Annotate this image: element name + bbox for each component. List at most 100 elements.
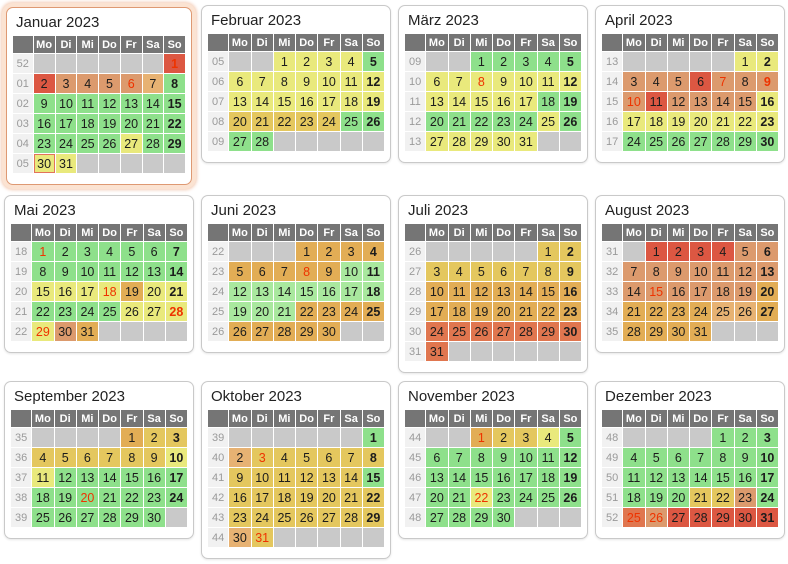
day-cell[interactable]: 14 xyxy=(251,92,273,111)
day-cell[interactable]: 11 xyxy=(712,262,734,281)
day-cell[interactable]: 9 xyxy=(756,72,778,91)
day-cell[interactable]: 16 xyxy=(33,114,55,133)
day-cell[interactable]: 11 xyxy=(99,262,121,281)
day-cell[interactable]: 26 xyxy=(54,508,76,527)
day-cell[interactable]: 17 xyxy=(251,488,273,507)
day-cell[interactable]: 15 xyxy=(734,92,756,111)
day-cell[interactable]: 23 xyxy=(229,508,251,527)
day-cell[interactable]: 29 xyxy=(712,508,734,527)
day-cell[interactable]: 22 xyxy=(362,488,384,507)
day-cell[interactable]: 21 xyxy=(448,488,470,507)
day-cell[interactable]: 24 xyxy=(340,302,362,321)
day-cell[interactable]: 21 xyxy=(623,302,645,321)
day-cell[interactable]: 16 xyxy=(667,282,689,301)
day-cell[interactable]: 18 xyxy=(645,112,667,131)
day-cell[interactable]: 2 xyxy=(318,242,340,261)
day-cell[interactable]: 6 xyxy=(756,242,778,261)
day-cell[interactable]: 4 xyxy=(537,52,559,71)
day-cell[interactable]: 6 xyxy=(318,448,340,467)
day-cell[interactable]: 14 xyxy=(99,468,121,487)
day-cell[interactable]: 23 xyxy=(318,302,340,321)
day-cell[interactable]: 1 xyxy=(164,54,185,73)
day-cell[interactable]: 5 xyxy=(559,52,581,71)
day-cell[interactable]: 10 xyxy=(165,448,187,467)
day-cell[interactable]: 10 xyxy=(76,262,98,281)
day-cell[interactable]: 28 xyxy=(251,132,273,151)
day-cell[interactable]: 5 xyxy=(99,74,120,93)
day-cell[interactable]: 29 xyxy=(470,508,492,527)
day-cell[interactable]: 31 xyxy=(515,132,537,151)
day-cell[interactable]: 14 xyxy=(515,282,537,301)
day-cell[interactable]: 30 xyxy=(54,322,76,341)
day-cell[interactable]: 1 xyxy=(645,242,667,261)
day-cell[interactable]: 29 xyxy=(121,508,143,527)
day-cell[interactable]: 22 xyxy=(734,112,756,131)
day-cell[interactable]: 7 xyxy=(690,448,712,467)
day-cell[interactable]: 3 xyxy=(165,428,187,447)
day-cell[interactable]: 19 xyxy=(645,488,667,507)
day-cell[interactable]: 14 xyxy=(690,468,712,487)
day-cell[interactable]: 18 xyxy=(537,468,559,487)
day-cell[interactable]: 6 xyxy=(120,74,142,93)
day-cell[interactable]: 15 xyxy=(164,94,185,113)
day-cell[interactable]: 20 xyxy=(756,282,778,301)
day-cell[interactable]: 1 xyxy=(362,428,384,447)
day-cell[interactable]: 29 xyxy=(362,508,384,527)
day-cell[interactable]: 5 xyxy=(470,262,492,281)
day-cell[interactable]: 23 xyxy=(33,134,55,153)
day-cell[interactable]: 30 xyxy=(756,132,778,151)
day-cell[interactable]: 13 xyxy=(251,282,273,301)
day-cell[interactable]: 4 xyxy=(273,448,295,467)
day-cell[interactable]: 21 xyxy=(273,302,295,321)
day-cell[interactable]: 9 xyxy=(229,468,251,487)
day-cell[interactable]: 30 xyxy=(318,322,340,341)
day-cell[interactable]: 26 xyxy=(645,508,667,527)
day-cell[interactable]: 16 xyxy=(493,468,515,487)
day-cell[interactable]: 14 xyxy=(165,262,187,281)
day-cell[interactable]: 31 xyxy=(756,508,778,527)
day-cell[interactable]: 20 xyxy=(667,488,689,507)
day-cell[interactable]: 31 xyxy=(690,322,712,341)
day-cell[interactable]: 16 xyxy=(54,282,76,301)
day-cell[interactable]: 19 xyxy=(121,282,143,301)
day-cell[interactable]: 27 xyxy=(251,322,273,341)
day-cell[interactable]: 26 xyxy=(229,322,251,341)
day-cell[interactable]: 17 xyxy=(756,468,778,487)
day-cell[interactable]: 3 xyxy=(251,448,273,467)
day-cell[interactable]: 14 xyxy=(448,92,470,111)
day-cell[interactable]: 17 xyxy=(515,468,537,487)
day-cell[interactable]: 27 xyxy=(229,132,251,151)
day-cell[interactable]: 28 xyxy=(448,508,470,527)
day-cell[interactable]: 27 xyxy=(493,322,515,341)
day-cell[interactable]: 11 xyxy=(537,448,559,467)
day-cell[interactable]: 28 xyxy=(142,134,164,153)
day-cell[interactable]: 4 xyxy=(77,74,99,93)
day-cell[interactable]: 12 xyxy=(54,468,76,487)
day-cell[interactable]: 12 xyxy=(559,72,581,91)
day-cell[interactable]: 11 xyxy=(362,262,384,281)
day-cell[interactable]: 17 xyxy=(623,112,645,131)
day-cell[interactable]: 15 xyxy=(32,282,54,301)
day-cell[interactable]: 14 xyxy=(623,282,645,301)
day-cell[interactable]: 18 xyxy=(340,92,362,111)
day-cell[interactable]: 20 xyxy=(426,112,448,131)
day-cell[interactable]: 1 xyxy=(712,428,734,447)
day-cell[interactable]: 11 xyxy=(623,468,645,487)
day-cell[interactable]: 24 xyxy=(690,302,712,321)
day-cell[interactable]: 19 xyxy=(362,92,384,111)
day-cell[interactable]: 22 xyxy=(273,112,295,131)
day-cell[interactable]: 27 xyxy=(120,134,142,153)
day-cell[interactable]: 9 xyxy=(667,262,689,281)
day-cell[interactable]: 9 xyxy=(296,72,318,91)
day-cell[interactable]: 3 xyxy=(756,428,778,447)
day-cell[interactable]: 6 xyxy=(690,72,712,91)
day-cell[interactable]: 13 xyxy=(667,468,689,487)
day-cell[interactable]: 6 xyxy=(76,448,98,467)
day-cell[interactable]: 16 xyxy=(559,282,581,301)
day-cell[interactable]: 20 xyxy=(229,112,251,131)
day-cell[interactable]: 10 xyxy=(55,94,77,113)
day-cell[interactable]: 15 xyxy=(362,468,384,487)
day-cell[interactable]: 14 xyxy=(340,468,362,487)
day-cell[interactable]: 25 xyxy=(99,302,121,321)
day-cell[interactable]: 15 xyxy=(273,92,295,111)
